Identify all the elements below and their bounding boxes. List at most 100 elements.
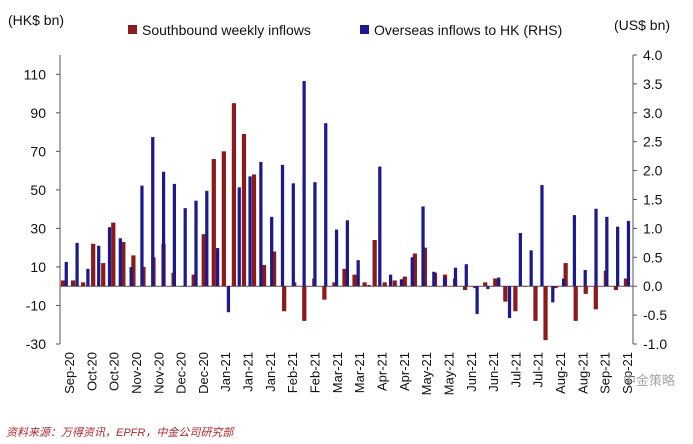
southbound-bar (543, 286, 548, 341)
southbound-bar (463, 286, 468, 291)
southbound-bar (563, 263, 568, 287)
overseas-bar (399, 279, 404, 287)
x-tick-label: Jul-21 (531, 352, 546, 387)
southbound-bar (131, 255, 136, 287)
overseas-bar (345, 220, 349, 287)
left-axis-label: (HK$ bn) (8, 12, 65, 28)
overseas-bar (75, 242, 79, 287)
southbound-bar (483, 282, 488, 287)
x-tick-label: Jun-21 (464, 352, 479, 392)
overseas-bar (507, 286, 512, 318)
source-note: 资料来源：万得资讯，EPFR，中金公司研究部 (6, 427, 234, 439)
right-tick-label: -0.5 (643, 307, 667, 323)
right-axis-ticks: 4.0 3.5 3.0 2.5 2.0 1.5 1.0 0.5 0.0 -0.5 -1.0 (633, 47, 667, 352)
left-axis-ticks: 110 90 70 50 30 10 -10 -30 (24, 66, 60, 352)
x-tick-label: Dec-20 (174, 352, 189, 394)
x-tick-label: Jul-21 (508, 352, 523, 387)
overseas-bar (216, 248, 220, 287)
overseas-bar (302, 81, 306, 287)
overseas-bar (497, 277, 501, 287)
overseas-bar (151, 137, 155, 287)
legend-label-overseas: Overseas inflows to HK (RHS) (374, 22, 563, 38)
southbound-bar (342, 268, 347, 287)
southbound-bar (322, 286, 327, 300)
left-tick-label: 70 (30, 143, 46, 159)
southbound-bar (493, 278, 498, 287)
overseas-bar (118, 238, 122, 287)
overseas-bar (367, 285, 371, 287)
southbound-bar (372, 239, 377, 287)
x-tick-label: May-21 (441, 352, 456, 395)
southbound-bar (60, 280, 66, 287)
southbound-bar (613, 286, 619, 291)
overseas-bar (280, 164, 285, 287)
overseas-bar (140, 185, 144, 287)
x-tick-label: Feb-21 (308, 352, 323, 393)
overseas-bar (107, 227, 112, 287)
southbound-bar (121, 241, 126, 287)
right-tick-label: 0.5 (643, 249, 663, 265)
left-tick-label: 110 (24, 66, 47, 82)
overseas-bar (161, 171, 166, 287)
x-tick-label: Jan-21 (218, 352, 233, 392)
x-tick-label: Sep-21 (598, 352, 613, 394)
southbound-bar (623, 278, 629, 287)
southbound-bar (473, 286, 478, 289)
right-tick-label: 1.5 (643, 192, 663, 208)
southbound-bar (191, 274, 196, 287)
x-tick-label: Jun-21 (486, 352, 501, 392)
right-tick-label: 2.0 (643, 163, 663, 179)
left-tick-label: 30 (30, 220, 46, 236)
left-tick-label: -30 (26, 336, 46, 352)
southbound-bar (593, 286, 598, 310)
southbound-bar (221, 151, 226, 287)
left-tick-label: 90 (30, 105, 46, 121)
x-tick-label: Jan-21 (263, 352, 278, 392)
overseas-bar (540, 185, 544, 287)
overseas-bar (594, 208, 598, 287)
overseas-bar (475, 286, 479, 314)
southbound-bar (81, 282, 86, 287)
southbound-bar (533, 286, 538, 321)
left-tick-label: 50 (30, 182, 46, 198)
x-tick-label: Aug-21 (553, 352, 568, 394)
southbound-bar (111, 222, 116, 287)
southbound-bar (412, 253, 417, 287)
x-tick-label: Mar-21 (330, 352, 345, 393)
x-tick-label: Oct-20 (84, 352, 99, 391)
overseas-bar (205, 190, 209, 287)
southbound-bar (352, 274, 357, 287)
southbound-bar (282, 286, 287, 312)
legend: Southbound weekly inflows Overseas inflo… (0, 22, 693, 42)
southbound-bar (382, 282, 387, 287)
x-tick-label: Nov-20 (129, 352, 144, 394)
overseas-bar (388, 274, 393, 287)
southbound-bar (302, 286, 307, 321)
x-tick-label: Sep-20 (62, 352, 77, 394)
overseas-bar (378, 166, 382, 287)
x-tick-label: Mar-21 (352, 352, 367, 393)
right-tick-label: 3.5 (643, 76, 663, 92)
southbound-bar (553, 286, 558, 289)
x-tick-label: Apr-21 (397, 352, 412, 391)
overseas-bar (313, 182, 317, 287)
overseas-bar (486, 286, 490, 290)
right-tick-label: 4.0 (643, 47, 663, 63)
southbound-bar (70, 280, 76, 287)
overseas-bars (64, 81, 631, 318)
overseas-bar (97, 245, 101, 287)
overseas-bar (626, 220, 631, 287)
x-axis-ticks: Sep-20 Oct-20 Oct-20 Nov-20 Nov-20 Dec-20 Dec-… (62, 352, 635, 395)
southbound-bar (181, 286, 186, 287)
southbound-bar (101, 263, 106, 287)
x-tick-label: Nov-20 (151, 352, 166, 394)
overseas-bar (183, 208, 187, 287)
right-axis-label: (US$ bn) (614, 17, 671, 33)
overseas-bar (421, 206, 425, 287)
overseas-bar (605, 216, 609, 287)
overseas-bar (226, 286, 231, 313)
x-tick-label: Oct-20 (107, 352, 122, 391)
overseas-bar (237, 187, 241, 287)
x-tick-label: Jan-21 (241, 352, 256, 392)
southbound-bar (402, 276, 407, 287)
